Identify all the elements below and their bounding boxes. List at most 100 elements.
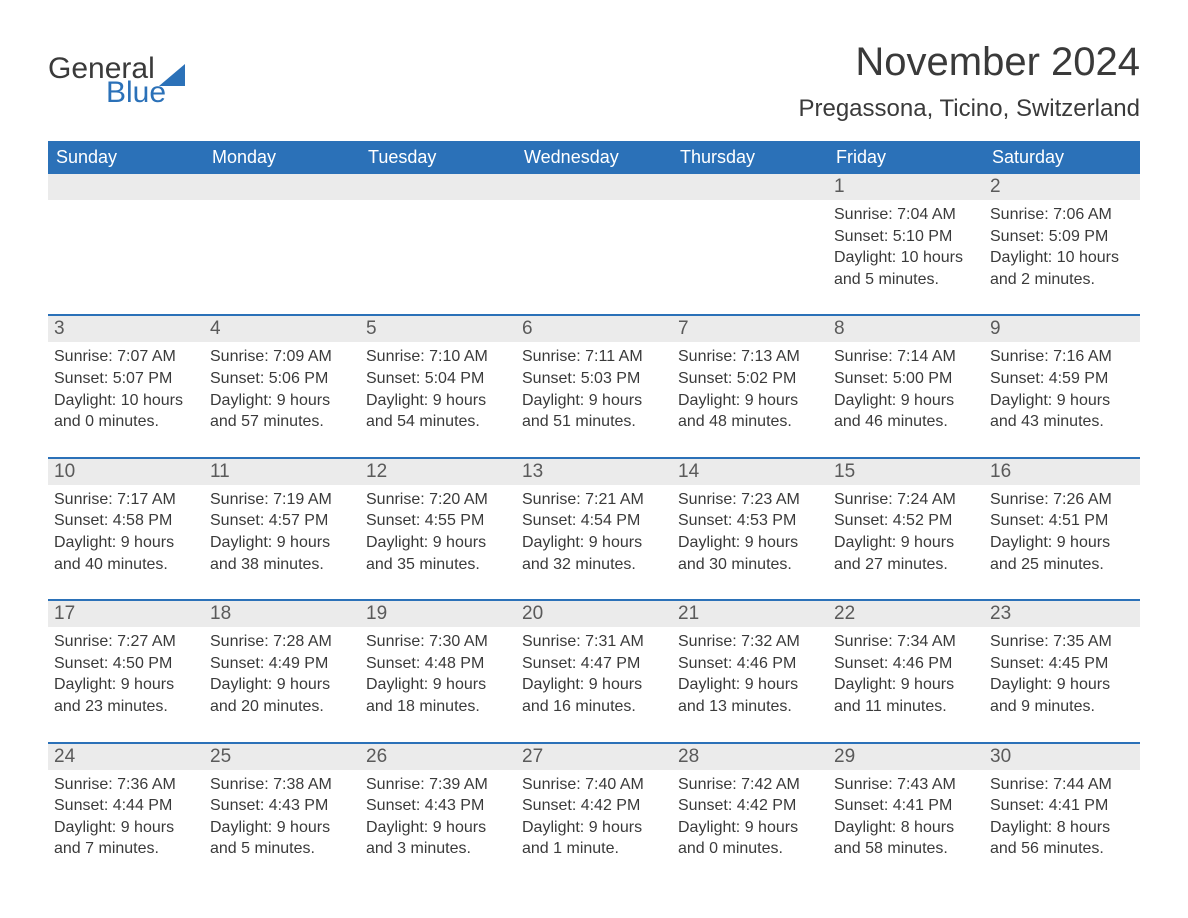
day-details: Sunrise: 7:23 AMSunset: 4:53 PMDaylight:…: [672, 485, 828, 577]
calendar-day: 13Sunrise: 7:21 AMSunset: 4:54 PMDayligh…: [516, 459, 672, 577]
calendar-day-empty: .: [204, 174, 360, 292]
sunset-line: Sunset: 4:59 PM: [990, 368, 1134, 390]
calendar-week: 3Sunrise: 7:07 AMSunset: 5:07 PMDaylight…: [48, 314, 1140, 434]
day-number-row: 7: [672, 316, 828, 342]
day-details: Sunrise: 7:24 AMSunset: 4:52 PMDaylight:…: [828, 485, 984, 577]
daylight-line: Daylight: 9 hours and 46 minutes.: [834, 390, 978, 433]
day-number: 29: [834, 746, 855, 767]
day-number: 19: [366, 603, 387, 624]
daylight-line: Daylight: 9 hours and 3 minutes.: [366, 817, 510, 860]
day-number: 17: [54, 603, 75, 624]
daylight-line: Daylight: 9 hours and 32 minutes.: [522, 532, 666, 575]
weekday-header: Saturday: [984, 141, 1140, 174]
weekday-header: Friday: [828, 141, 984, 174]
daylight-line: Daylight: 9 hours and 0 minutes.: [678, 817, 822, 860]
daylight-line: Daylight: 9 hours and 18 minutes.: [366, 674, 510, 717]
calendar-day: 6Sunrise: 7:11 AMSunset: 5:03 PMDaylight…: [516, 316, 672, 434]
calendar-day: 27Sunrise: 7:40 AMSunset: 4:42 PMDayligh…: [516, 744, 672, 862]
day-number-row: 25: [204, 744, 360, 770]
calendar-day: 10Sunrise: 7:17 AMSunset: 4:58 PMDayligh…: [48, 459, 204, 577]
sunset-line: Sunset: 4:42 PM: [522, 795, 666, 817]
day-number-row: 26: [360, 744, 516, 770]
weekday-header: Wednesday: [516, 141, 672, 174]
sunset-line: Sunset: 5:10 PM: [834, 226, 978, 248]
day-details: Sunrise: 7:07 AMSunset: 5:07 PMDaylight:…: [48, 342, 204, 434]
calendar-week: 24 Sunrise: 7:36 AMSunset: 4:44 PMDayligh…: [48, 742, 1140, 862]
daylight-line: Daylight: 10 hours and 5 minutes.: [834, 247, 978, 290]
day-number-row: 16: [984, 459, 1140, 485]
day-details: Sunrise: 7:44 AMSunset: 4:41 PMDaylight:…: [984, 770, 1140, 862]
sunrise-line: Sunrise: 7:30 AM: [366, 631, 510, 653]
day-number-row: 15: [828, 459, 984, 485]
sunrise-line: Sunrise: 7:43 AM: [834, 774, 978, 796]
location-subtitle: Pregassona, Ticino, Switzerland: [798, 95, 1140, 123]
day-number: 7: [678, 318, 689, 339]
calendar-day: 3Sunrise: 7:07 AMSunset: 5:07 PMDaylight…: [48, 316, 204, 434]
day-details: Sunrise: 7:32 AMSunset: 4:46 PMDaylight:…: [672, 627, 828, 719]
sunset-line: Sunset: 4:41 PM: [990, 795, 1134, 817]
day-number-row: 8: [828, 316, 984, 342]
day-number-row: 20: [516, 601, 672, 627]
title-block: November 2024 Pregassona, Ticino, Switze…: [798, 40, 1140, 123]
day-details: Sunrise: 7:36 AMSunset: 4:44 PMDaylight:…: [48, 770, 204, 862]
daylight-line: Daylight: 10 hours and 2 minutes.: [990, 247, 1134, 290]
logo: General Blue: [48, 40, 185, 110]
day-number-row: 18: [204, 601, 360, 627]
sunset-line: Sunset: 4:54 PM: [522, 510, 666, 532]
day-details: Sunrise: 7:21 AMSunset: 4:54 PMDaylight:…: [516, 485, 672, 577]
day-number: 8: [834, 318, 845, 339]
day-number-row: .: [672, 174, 828, 200]
day-number: 18: [210, 603, 231, 624]
day-details: Sunrise: 7:14 AMSunset: 5:00 PMDaylight:…: [828, 342, 984, 434]
day-number-row: 24: [48, 744, 204, 770]
day-details: Sunrise: 7:06 AMSunset: 5:09 PMDaylight:…: [984, 200, 1140, 292]
day-details: Sunrise: 7:04 AMSunset: 5:10 PMDaylight:…: [828, 200, 984, 292]
calendar-day: 20Sunrise: 7:31 AMSunset: 4:47 PMDayligh…: [516, 601, 672, 719]
day-number: 30: [990, 746, 1011, 767]
sunset-line: Sunset: 4:51 PM: [990, 510, 1134, 532]
sunset-line: Sunset: 4:41 PM: [834, 795, 978, 817]
sunset-line: Sunset: 4:49 PM: [210, 653, 354, 675]
day-number: 14: [678, 461, 699, 482]
sunset-line: Sunset: 5:00 PM: [834, 368, 978, 390]
day-number-row: 6: [516, 316, 672, 342]
sunset-line: Sunset: 5:02 PM: [678, 368, 822, 390]
sunset-line: Sunset: 4:43 PM: [366, 795, 510, 817]
day-number: 12: [366, 461, 387, 482]
day-number-row: 2: [984, 174, 1140, 200]
sunrise-line: Sunrise: 7:10 AM: [366, 346, 510, 368]
sunset-line: Sunset: 5:03 PM: [522, 368, 666, 390]
calendar-week: .....1Sunrise: 7:04 AMSunset: 5:10 PMDay…: [48, 174, 1140, 292]
weekday-header: Tuesday: [360, 141, 516, 174]
day-number-row: 22: [828, 601, 984, 627]
calendar-day: 5Sunrise: 7:10 AMSunset: 5:04 PMDaylight…: [360, 316, 516, 434]
day-details: Sunrise: 7:16 AMSunset: 4:59 PMDaylight:…: [984, 342, 1140, 434]
calendar-day: 8 Sunrise: 7:14 AMSunset: 5:00 PMDaylight…: [828, 316, 984, 434]
sunset-line: Sunset: 4:48 PM: [366, 653, 510, 675]
sunrise-line: Sunrise: 7:21 AM: [522, 489, 666, 511]
day-number-row: .: [204, 174, 360, 200]
sunrise-line: Sunrise: 7:28 AM: [210, 631, 354, 653]
sunrise-line: Sunrise: 7:14 AM: [834, 346, 978, 368]
month-title: November 2024: [798, 40, 1140, 85]
sunset-line: Sunset: 4:44 PM: [54, 795, 198, 817]
day-number-row: 29: [828, 744, 984, 770]
calendar-day: 11Sunrise: 7:19 AMSunset: 4:57 PMDayligh…: [204, 459, 360, 577]
sunrise-line: Sunrise: 7:35 AM: [990, 631, 1134, 653]
daylight-line: Daylight: 8 hours and 58 minutes.: [834, 817, 978, 860]
sunrise-line: Sunrise: 7:27 AM: [54, 631, 198, 653]
calendar-day-empty: .: [672, 174, 828, 292]
day-number-row: 30: [984, 744, 1140, 770]
sunrise-line: Sunrise: 7:26 AM: [990, 489, 1134, 511]
day-number-row: 27: [516, 744, 672, 770]
day-number: 24: [54, 746, 75, 767]
day-number: 11: [210, 461, 230, 482]
day-number-row: 9: [984, 316, 1140, 342]
sunset-line: Sunset: 4:52 PM: [834, 510, 978, 532]
daylight-line: Daylight: 8 hours and 56 minutes.: [990, 817, 1134, 860]
sunrise-line: Sunrise: 7:32 AM: [678, 631, 822, 653]
daylight-line: Daylight: 9 hours and 1 minute.: [522, 817, 666, 860]
calendar-day: 15Sunrise: 7:24 AMSunset: 4:52 PMDayligh…: [828, 459, 984, 577]
day-details: Sunrise: 7:20 AMSunset: 4:55 PMDaylight:…: [360, 485, 516, 577]
calendar-day: 26Sunrise: 7:39 AMSunset: 4:43 PMDayligh…: [360, 744, 516, 862]
